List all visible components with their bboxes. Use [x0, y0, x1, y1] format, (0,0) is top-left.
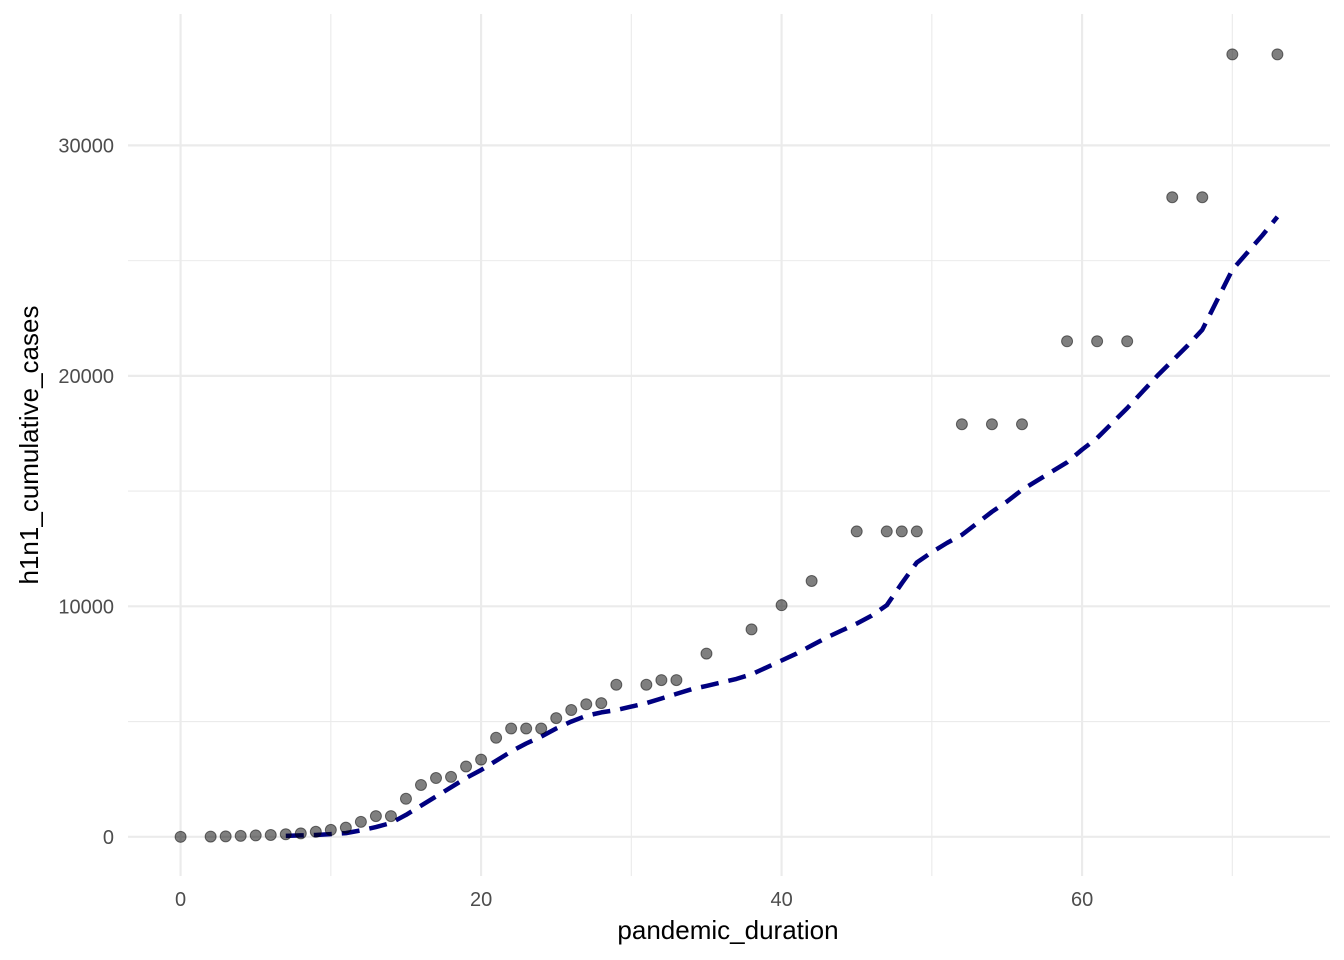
data-point	[910, 525, 923, 538]
data-point	[880, 525, 893, 538]
x-tick-label: 0	[175, 889, 186, 911]
data-point	[955, 418, 968, 431]
y-tick-label: 0	[103, 827, 114, 849]
data-point	[324, 823, 337, 836]
data-point	[1091, 335, 1104, 348]
data-point	[234, 829, 247, 842]
data-point	[490, 731, 503, 744]
y-tick-label: 20000	[58, 366, 114, 388]
data-point	[1226, 48, 1239, 61]
data-point	[850, 525, 863, 538]
y-axis-title: h1n1_cumulative_cases	[14, 306, 44, 585]
x-tick-label: 60	[1071, 889, 1093, 911]
data-point	[339, 821, 352, 834]
data-point	[475, 753, 488, 766]
data-point	[279, 828, 292, 841]
grid	[128, 14, 1330, 876]
data-point	[1121, 335, 1134, 348]
data-point	[985, 418, 998, 431]
data-point	[309, 825, 322, 838]
tick-labels: 0 20 40 60 0 10000 20000 30000	[58, 135, 1093, 911]
data-point	[354, 815, 367, 828]
data-point	[249, 829, 262, 842]
data-point	[535, 722, 548, 735]
data-point	[805, 574, 818, 587]
data-point	[610, 678, 623, 691]
data-point	[384, 810, 397, 823]
data-point	[580, 698, 593, 711]
data-point	[550, 712, 563, 725]
data-point	[595, 697, 608, 710]
data-point	[264, 828, 277, 841]
x-axis-title: pandemic_duration	[617, 915, 838, 945]
y-tick-label: 10000	[58, 596, 114, 618]
data-point	[640, 678, 653, 691]
data-point	[745, 623, 758, 636]
data-point	[174, 830, 187, 843]
data-point	[505, 722, 518, 735]
data-point	[655, 674, 668, 687]
data-point	[895, 525, 908, 538]
data-point	[219, 830, 232, 843]
data-points	[174, 48, 1284, 843]
data-point	[670, 674, 683, 687]
x-tick-label: 20	[470, 889, 492, 911]
data-point	[460, 760, 473, 773]
data-point	[1166, 191, 1179, 204]
x-tick-label: 40	[770, 889, 792, 911]
data-point	[399, 792, 412, 805]
data-point	[1271, 48, 1284, 61]
data-point	[520, 722, 533, 735]
data-point	[204, 830, 217, 843]
data-point	[565, 704, 578, 717]
data-point	[414, 778, 427, 791]
data-point	[700, 647, 713, 660]
data-point	[430, 772, 443, 785]
y-tick-label: 30000	[58, 135, 114, 157]
trend-line-group	[285, 215, 1280, 839]
data-point	[775, 599, 788, 612]
data-point	[369, 810, 382, 823]
data-point	[1061, 335, 1074, 348]
data-point	[445, 770, 458, 783]
data-point	[294, 827, 307, 840]
data-point	[1015, 418, 1028, 431]
trend-line	[285, 215, 1280, 839]
data-point	[1196, 191, 1209, 204]
